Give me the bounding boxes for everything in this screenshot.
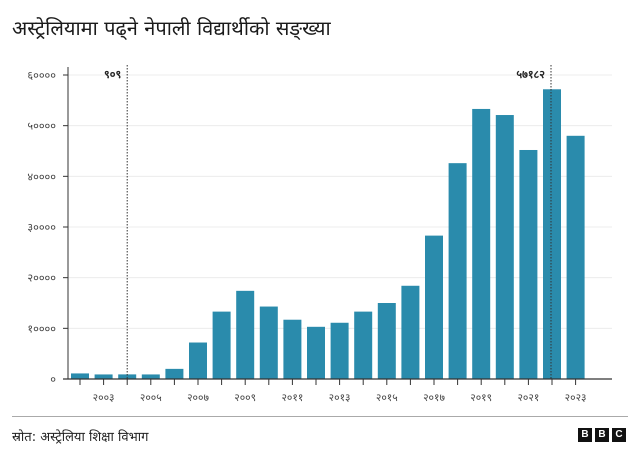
bar-2017 xyxy=(425,235,443,379)
bar-2004 xyxy=(118,374,137,379)
annotation-label: ९०९ xyxy=(104,68,121,81)
x-tick-label: २०२३ xyxy=(565,392,587,404)
footer-divider xyxy=(12,416,628,417)
x-tick-label: २०१९ xyxy=(470,392,492,404)
x-tick-label: २०२१ xyxy=(517,392,539,404)
x-tick-label: २००३ xyxy=(93,392,115,404)
bar-2022 xyxy=(543,89,561,380)
bar-2023 xyxy=(566,135,585,379)
y-tick-label: ३०००० xyxy=(27,221,56,234)
bar-2002 xyxy=(71,373,89,379)
x-tick-label: २०११ xyxy=(281,392,303,404)
logo-letter: B xyxy=(578,428,592,442)
bar-chart: ० १०००० २०००० ३०००० ४०००० ५०००० ६०००० २००३ २००५ २… xyxy=(27,65,612,404)
bar-2015 xyxy=(377,303,396,379)
bar-2007 xyxy=(189,342,207,379)
bar-2010 xyxy=(259,306,278,379)
bar-2003 xyxy=(94,374,113,379)
bar-2016 xyxy=(401,285,420,379)
x-tick-label: २०१५ xyxy=(376,392,398,404)
bar-2005 xyxy=(141,374,160,379)
y-tick-label: २०००० xyxy=(27,272,56,285)
x-tick-label: २०१३ xyxy=(329,392,351,404)
bar-2019 xyxy=(472,108,491,380)
y-tick-label: ६०००० xyxy=(27,69,56,82)
y-tick-label: ० xyxy=(50,373,56,386)
logo-letter: C xyxy=(612,428,626,442)
annotation-label: ५७१८२ xyxy=(516,68,545,81)
x-tick-label: २०१७ xyxy=(423,392,445,404)
chart-title: अस्ट्रेलियामा पढ्ने नेपाली विद्यार्थीको … xyxy=(12,16,331,40)
bar-2013 xyxy=(330,322,349,379)
source-note: स्रोत: अस्ट्रेलिया शिक्षा विभाग xyxy=(12,430,149,445)
bar-2014 xyxy=(354,311,373,379)
bar-2008 xyxy=(212,311,231,379)
y-tick-label: ४०००० xyxy=(27,170,56,183)
logo-letter: B xyxy=(595,428,609,442)
bar-2011 xyxy=(283,319,302,379)
bar-2018 xyxy=(448,163,467,379)
bar-2012 xyxy=(307,326,325,379)
y-tick-label: १०००० xyxy=(27,322,56,335)
y-tick-label: ५०००० xyxy=(27,120,56,133)
bar-2020 xyxy=(495,115,514,379)
x-tick-label: २००७ xyxy=(187,392,209,404)
bbc-logo: B B C xyxy=(578,428,626,442)
x-tick-label: २००५ xyxy=(140,392,162,404)
x-tick-label: २००९ xyxy=(234,392,256,404)
bar-2006 xyxy=(165,368,184,379)
bar-2009 xyxy=(236,290,255,379)
bar-2021 xyxy=(519,149,538,379)
